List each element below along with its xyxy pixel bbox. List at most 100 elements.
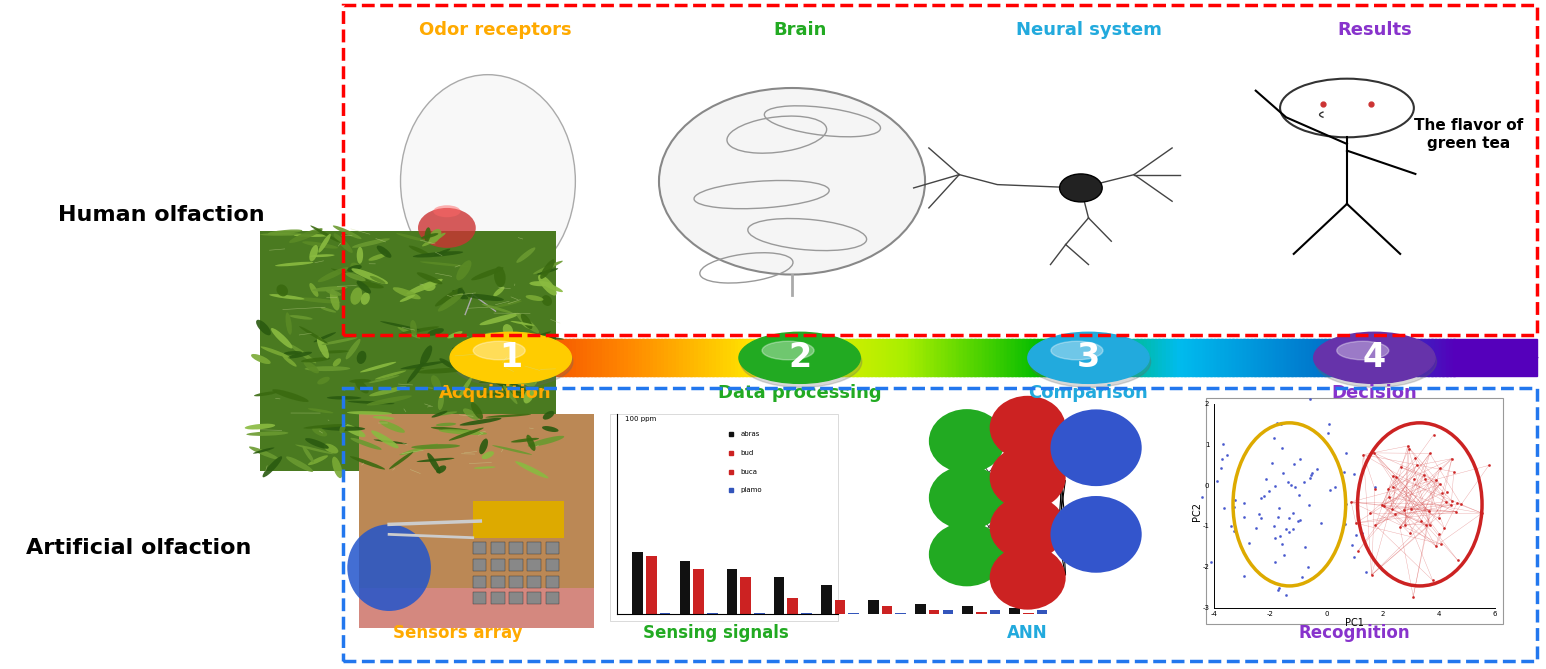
Bar [867,339,872,376]
Bar [971,339,976,376]
Bar [546,575,560,587]
Bar [473,501,564,538]
Bar [1059,339,1064,376]
Ellipse shape [320,307,335,312]
Ellipse shape [380,321,421,330]
Bar [976,612,986,614]
Ellipse shape [424,282,436,291]
Ellipse shape [407,362,424,383]
Ellipse shape [434,288,462,306]
Bar [943,610,954,614]
Bar [444,339,448,376]
Bar [1258,339,1263,376]
Ellipse shape [340,424,345,434]
Bar [1450,339,1455,376]
Text: Human olfaction: Human olfaction [57,205,264,225]
Ellipse shape [526,295,544,301]
Bar [989,339,994,376]
Bar [1432,339,1436,376]
Bar [942,339,946,376]
Ellipse shape [544,369,555,377]
Bar [897,339,901,376]
Bar [1073,339,1079,376]
Bar [754,613,765,614]
Bar [1427,339,1433,376]
Text: Decision: Decision [1331,385,1418,403]
Ellipse shape [518,372,560,385]
Ellipse shape [502,324,513,337]
Bar [450,339,456,376]
Bar [660,339,666,376]
Bar [782,339,787,376]
Bar [660,613,671,614]
Ellipse shape [309,254,334,257]
Ellipse shape [393,287,421,299]
Bar [676,339,680,376]
Bar [1155,339,1160,376]
Bar [1008,339,1013,376]
Bar [881,606,892,614]
Bar [1088,339,1093,376]
Bar [804,339,810,376]
Ellipse shape [349,456,385,470]
Ellipse shape [425,227,431,242]
Bar [1192,339,1197,376]
Bar [359,587,594,628]
Bar [414,339,419,376]
Ellipse shape [527,331,550,341]
Ellipse shape [379,421,405,433]
Ellipse shape [439,429,487,435]
Ellipse shape [493,300,523,308]
Ellipse shape [541,295,552,306]
Ellipse shape [357,247,363,264]
Ellipse shape [741,337,861,387]
Ellipse shape [303,446,314,462]
Ellipse shape [400,361,445,369]
Ellipse shape [368,254,386,261]
Bar [934,339,938,376]
Bar [756,339,762,376]
Ellipse shape [413,251,464,258]
Ellipse shape [318,267,348,282]
Bar [527,592,541,604]
Bar [1070,339,1074,376]
Bar [1056,339,1061,376]
Bar [473,339,478,376]
Bar [1387,339,1393,376]
Bar [1158,339,1164,376]
Ellipse shape [512,391,532,395]
Bar [1347,339,1351,376]
Bar [601,339,608,376]
Bar [572,339,578,376]
Bar [727,569,737,614]
Bar [768,339,773,376]
Bar [1299,339,1303,376]
Bar [1224,339,1231,376]
Ellipse shape [346,411,393,415]
Text: Neural system: Neural system [1016,21,1161,39]
Bar [1254,339,1260,376]
Bar [846,339,850,376]
Bar [1044,339,1050,376]
Bar [369,339,374,376]
Bar [1121,339,1127,376]
Ellipse shape [295,445,334,454]
Ellipse shape [421,345,433,366]
Bar [1336,339,1340,376]
Text: Acquisition: Acquisition [439,385,552,403]
Bar [1030,339,1034,376]
Bar [1240,339,1245,376]
Bar [1384,339,1388,376]
Bar [606,339,611,376]
Bar [1096,339,1101,376]
Bar [543,339,547,376]
Ellipse shape [257,320,271,335]
Ellipse shape [348,401,394,404]
Text: PC2: PC2 [1192,502,1201,520]
Bar [561,339,566,376]
Ellipse shape [309,283,318,297]
Bar [1376,339,1381,376]
Bar [612,339,618,376]
Bar [1354,339,1359,376]
Ellipse shape [515,461,549,478]
